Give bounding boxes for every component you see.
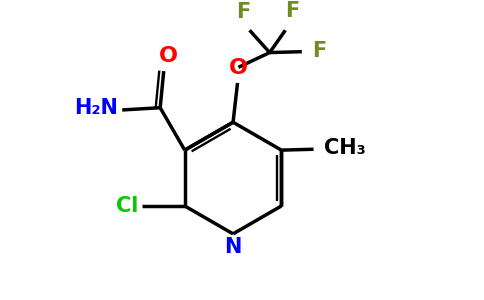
Text: O: O <box>159 46 178 66</box>
Text: F: F <box>312 41 326 61</box>
Text: O: O <box>229 58 248 78</box>
Text: N: N <box>225 237 242 257</box>
Text: H₂N: H₂N <box>74 98 118 118</box>
Text: F: F <box>236 2 250 22</box>
Text: Cl: Cl <box>116 196 139 216</box>
Text: CH₃: CH₃ <box>324 138 365 158</box>
Text: F: F <box>285 1 299 21</box>
